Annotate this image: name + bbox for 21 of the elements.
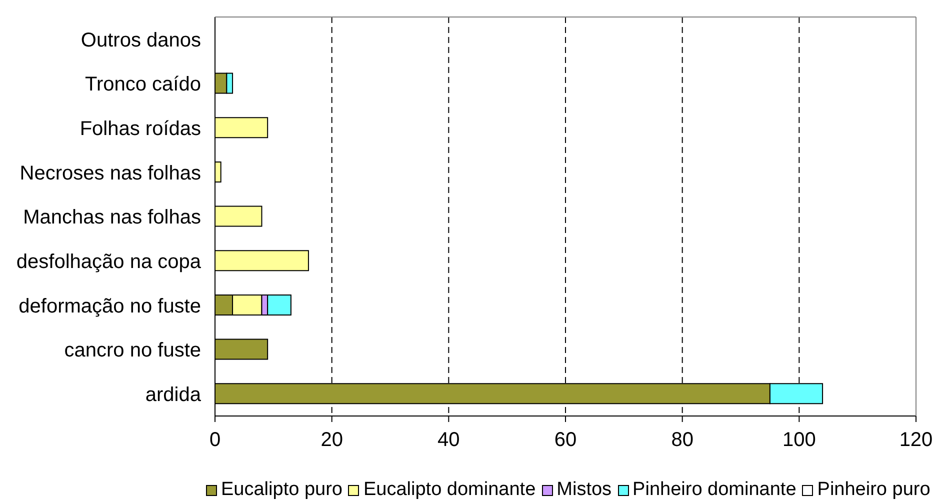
y-tick-label: Outros danos <box>80 29 201 52</box>
legend-label: Eucalipto puro <box>221 479 342 500</box>
y-tick-label: Tronco caído <box>85 74 201 96</box>
y-tick-label: cancro no fuste <box>64 340 201 362</box>
x-tick-label: 20 <box>320 429 343 452</box>
x-tick-label: 100 <box>782 429 816 452</box>
legend-label: Eucalipto dominante <box>363 479 536 500</box>
y-tick-label: Manchas nas folhas <box>23 206 201 229</box>
legend-label: Pinheiro dominante <box>632 479 796 500</box>
legend-label: Pinheiro puro <box>817 479 930 500</box>
y-tick-label: desfolhação na copa <box>16 250 202 273</box>
y-tick-label: Necroses nas folhas <box>20 162 201 184</box>
x-tick-label: 60 <box>554 429 577 452</box>
x-tick-label: 120 <box>899 429 933 452</box>
y-tick-label: deformação no fuste <box>18 295 201 318</box>
x-tick-label: 40 <box>438 429 460 452</box>
y-tick-label: Folhas roídas <box>80 118 201 140</box>
legend-label: Mistos <box>556 479 612 500</box>
x-tick-label: 0 <box>209 429 221 452</box>
y-tick-label: ardida <box>145 384 202 406</box>
x-tick-label: 80 <box>671 429 694 452</box>
